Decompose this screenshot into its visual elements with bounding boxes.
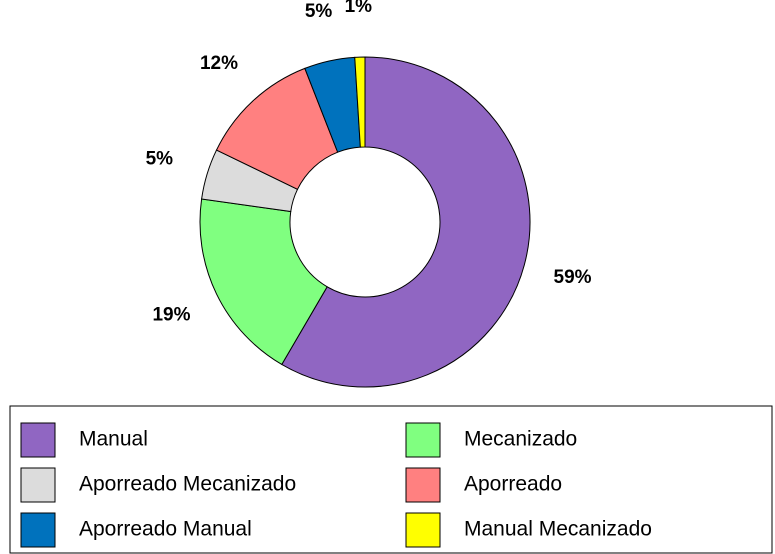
legend-label: Aporreado Mecanizado — [79, 473, 296, 496]
donut-slice — [354, 56, 366, 148]
data-label: 5% — [305, 1, 333, 22]
legend-label: Manual Mecanizado — [464, 518, 652, 541]
legend-swatch — [20, 422, 56, 458]
legend-label: Manual — [79, 428, 148, 451]
legend-label: Aporreado Manual — [79, 518, 252, 541]
legend-swatch — [20, 512, 56, 548]
data-label: 59% — [554, 267, 592, 288]
data-label: 19% — [152, 305, 190, 326]
legend-swatch — [405, 422, 441, 458]
legend-box — [9, 405, 773, 554]
legend-label: Mecanizado — [464, 428, 577, 451]
donut-slice — [281, 56, 531, 388]
legend-swatch — [20, 467, 56, 503]
legend-swatch — [405, 467, 441, 503]
donut-slice — [199, 198, 328, 366]
legend-swatch — [405, 512, 441, 548]
data-label: 1% — [345, 0, 373, 17]
legend-label: Aporreado — [464, 473, 562, 496]
data-label: 12% — [200, 53, 238, 74]
data-label: 5% — [146, 148, 174, 169]
